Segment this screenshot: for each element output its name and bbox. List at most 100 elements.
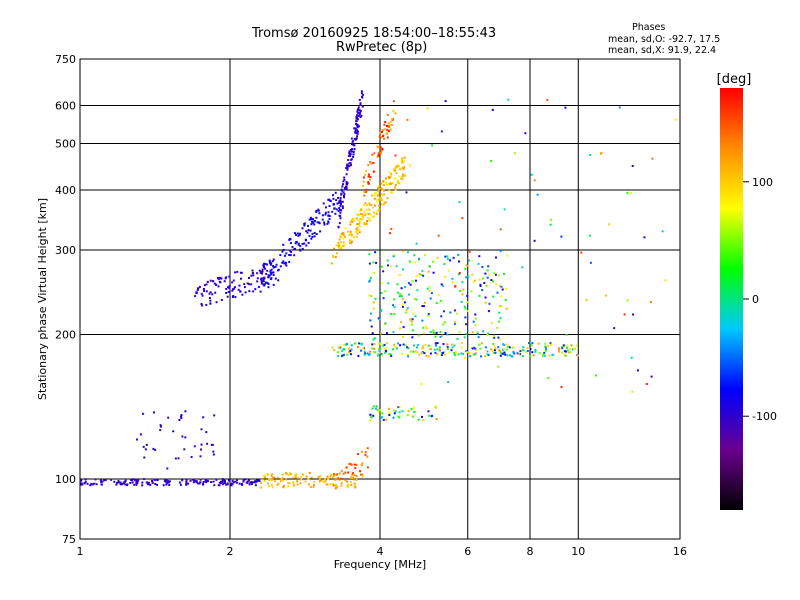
echo-point [343,194,345,197]
echo-point [569,348,571,351]
echo-point [199,478,202,481]
echo-point [260,486,263,489]
echo-point [536,193,539,196]
echo-point [444,255,447,258]
echo-point [406,414,409,417]
echo-point [504,298,507,301]
echo-point [356,111,359,114]
echo-point [341,205,344,208]
echo-point [499,228,502,231]
echo-point [231,281,234,284]
echo-point [422,305,425,308]
echo-point [531,342,534,345]
echo-point [276,484,279,487]
echo-point [366,447,369,450]
echo-point [478,294,481,297]
echo-point [398,411,401,414]
echo-point [385,132,388,135]
echo-point [434,351,437,354]
echo-point [426,107,429,110]
echo-point [415,242,418,245]
echo-point [342,183,344,186]
echo-point [340,247,343,250]
echo-point [427,344,430,347]
echo-point [195,481,198,484]
echo-point [444,332,447,334]
echo-point [506,354,509,357]
echo-point [406,306,409,309]
echo-point [272,265,275,267]
echo-point [378,349,381,352]
echo-point [308,472,311,474]
echo-point [375,407,377,410]
echo-point [348,162,351,165]
echo-point [197,287,200,290]
echo-point [558,347,561,350]
echo-point [373,347,376,350]
echo-point [288,237,291,240]
echo-point [343,344,346,347]
echo-point [380,332,382,335]
echo-point [360,114,363,117]
echo-point [375,405,378,408]
echo-point [346,163,349,166]
echo-point [420,383,423,385]
echo-point [313,223,316,226]
echo-point [490,279,493,281]
echo-point [194,480,197,483]
echo-point [360,208,363,211]
echo-point [438,348,441,351]
echo-point [299,482,302,485]
echo-point [401,174,404,177]
echo-point [359,470,361,473]
echo-point [353,144,356,147]
echo-point [340,469,343,472]
echo-point [95,483,98,486]
echo-point [544,342,547,345]
echo-point [252,271,254,274]
echo-point [435,331,438,334]
echo-point [386,136,389,139]
echo-point [472,353,475,356]
echo-point [323,480,326,483]
echo-point [262,276,265,279]
echo-point [259,486,262,489]
echo-point [363,194,366,197]
grid-lines [80,59,680,539]
echo-point [336,202,339,205]
echo-point [220,299,223,301]
echo-point [193,479,196,482]
echo-point [265,273,268,275]
echo-point [282,243,285,246]
echo-point [84,480,87,483]
echo-point [632,313,634,316]
echo-point [643,236,646,239]
echo-point [349,154,352,157]
echo-point [368,253,371,256]
echo-point [232,295,235,297]
echo-point [463,336,466,339]
echo-point [451,281,454,284]
echo-point [462,352,464,355]
echo-point [447,381,450,383]
echo-point [425,327,428,330]
echo-point [333,349,336,352]
echo-point [203,284,206,287]
echo-point [461,217,464,220]
echo-point [307,477,310,480]
echo-point [293,232,296,235]
echo-point [273,476,276,479]
echo-point [394,188,397,191]
echo-point [441,334,444,337]
echo-point [368,280,371,283]
echo-point [348,154,350,157]
echo-point [488,273,491,276]
echo-point [83,482,86,485]
echo-point [357,106,360,109]
echo-point [189,479,192,482]
echo-point [285,261,287,264]
echo-point [342,353,345,356]
echo-point [215,283,218,286]
echo-point [325,483,328,486]
echo-point [406,353,409,356]
